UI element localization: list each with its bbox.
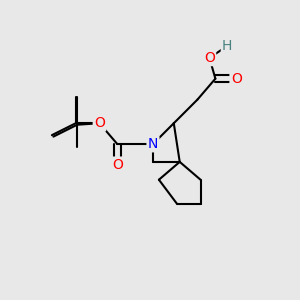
Text: O: O — [112, 158, 123, 172]
Text: O: O — [94, 116, 105, 130]
Text: O: O — [231, 72, 242, 86]
Text: N: N — [148, 137, 158, 151]
Text: H: H — [222, 39, 232, 53]
Text: O: O — [204, 51, 215, 65]
